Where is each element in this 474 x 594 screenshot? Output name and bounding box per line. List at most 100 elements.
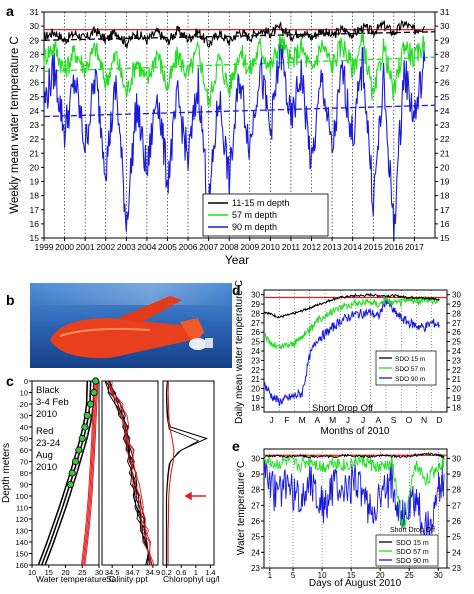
series-d bbox=[263, 292, 440, 406]
y-tick-label-right-e-0: 23 bbox=[452, 564, 461, 573]
y-tick-label-c-5: 50 bbox=[20, 435, 28, 444]
x-axis-label-c-temp: Water temperature C bbox=[36, 574, 115, 584]
x-tick-label-e-5: 25 bbox=[405, 571, 414, 580]
y-tick-label-right-a-9: 24 bbox=[440, 106, 450, 116]
x-tick-label-c-0-2: 20 bbox=[61, 568, 69, 577]
y-tick-label-c-0: 0 bbox=[24, 377, 28, 386]
y-tick-label-right-a-3: 18 bbox=[440, 191, 450, 201]
series-line-a-1 bbox=[43, 29, 426, 108]
series-a bbox=[43, 19, 426, 242]
y-tick-label-right-a-12: 27 bbox=[440, 64, 450, 74]
y-tick-label-right-a-0: 15 bbox=[440, 233, 450, 243]
temp-marker-c-4 bbox=[81, 423, 89, 431]
legend-entry-d-1: SDO 57 m bbox=[395, 366, 425, 373]
y-tick-label-left-a-8: 23 bbox=[30, 120, 40, 130]
x-tick-label-a-12: 2011 bbox=[282, 242, 301, 252]
y-tick-label-left-a-5: 20 bbox=[30, 162, 40, 172]
panel-label-c: c bbox=[6, 373, 14, 389]
y-tick-label-left-a-3: 18 bbox=[30, 191, 40, 201]
temp-profile-red-0 bbox=[84, 380, 99, 566]
y-tick-label-left-d-5: 23 bbox=[251, 356, 260, 365]
series-line-e-2 bbox=[263, 460, 445, 539]
x-axis-label-e: Days of August 2010 bbox=[309, 578, 402, 589]
y-tick-label-left-e-2: 25 bbox=[251, 533, 260, 542]
y-tick-label-left-d-0: 18 bbox=[251, 403, 260, 412]
temp-marker-c-5 bbox=[78, 434, 86, 443]
y-tick-label-right-d-2: 20 bbox=[452, 385, 461, 394]
y-tick-label-c-4: 40 bbox=[20, 423, 28, 432]
y-tick-label-left-a-16: 31 bbox=[30, 7, 40, 17]
x-tick-label-a-11: 2010 bbox=[261, 242, 280, 252]
y-tick-label-left-d-10: 28 bbox=[251, 309, 260, 318]
x-tick-label-a-16: 2015 bbox=[364, 242, 383, 252]
y-tick-label-right-e-6: 29 bbox=[452, 470, 461, 479]
y-tick-label-right-a-4: 19 bbox=[440, 177, 450, 187]
y-tick-label-left-d-9: 27 bbox=[251, 319, 260, 328]
glider-highlight bbox=[59, 327, 151, 337]
series-line-d-1 bbox=[263, 294, 440, 350]
y-tick-label-c-2: 20 bbox=[20, 400, 28, 409]
y-tick-label-left-d-4: 22 bbox=[251, 366, 260, 375]
temp-marker-c-7 bbox=[71, 457, 80, 466]
salinity-profile-6 bbox=[107, 380, 155, 566]
y-tick-label-left-a-13: 28 bbox=[30, 49, 40, 59]
y-tick-label-left-a-12: 27 bbox=[30, 64, 40, 74]
y-tick-label-left-a-7: 22 bbox=[30, 134, 40, 144]
y-tick-label-left-e-5: 28 bbox=[251, 486, 260, 495]
y-tick-label-left-a-6: 21 bbox=[30, 148, 40, 158]
legend-e: Short Drop Off SDO 15 m SDO 57 m SDO 90 … bbox=[375, 527, 439, 567]
y-tick-label-c-14: 140 bbox=[15, 538, 28, 547]
x-tick-label-c-2-0: 0.2 bbox=[161, 568, 171, 577]
x-tick-label-a-4: 2003 bbox=[117, 242, 136, 252]
temp-marker-c-3 bbox=[83, 411, 91, 420]
x-tick-label-a-9: 2008 bbox=[220, 242, 239, 252]
x-tick-label-a-13: 2012 bbox=[302, 242, 321, 252]
legend-a: 11-15 m depth 57 m depth 90 m depth bbox=[202, 193, 329, 237]
legend-entry-a-0: 11-15 m depth bbox=[232, 198, 289, 208]
y-tick-label-right-d-7: 25 bbox=[452, 338, 461, 347]
y-tick-label-left-e-0: 23 bbox=[251, 564, 260, 573]
x-tick-label-c-1-2: 34.9 bbox=[146, 568, 161, 577]
y-tick-label-left-a-9: 24 bbox=[30, 106, 40, 116]
y-axis-label-a: Weekly mean water temperature C bbox=[9, 36, 21, 213]
temp-marker-c-1 bbox=[90, 388, 98, 397]
y-tick-label-right-a-1: 16 bbox=[440, 219, 450, 229]
y-tick-label-left-d-12: 30 bbox=[251, 291, 260, 300]
glider-tip bbox=[205, 338, 213, 348]
temp-marker-c-2 bbox=[87, 400, 95, 408]
y-tick-label-c-1: 10 bbox=[20, 389, 28, 398]
x-tick-label-c-0-1: 15 bbox=[45, 568, 53, 577]
temp-profile-black-1 bbox=[44, 380, 95, 566]
y-tick-label-c-11: 110 bbox=[16, 504, 28, 513]
y-tick-label-c-3: 30 bbox=[20, 412, 28, 421]
y-tick-label-c-8: 80 bbox=[20, 469, 28, 478]
x-tick-label-a-0: 1999 bbox=[35, 242, 54, 252]
y-tick-label-c-13: 130 bbox=[15, 527, 28, 536]
x-axis-label-a: Year bbox=[225, 253, 249, 267]
annotation-black-1: 3-4 Feb bbox=[36, 397, 69, 408]
y-tick-label-c-16: 160 bbox=[15, 561, 28, 570]
series-line-d-0 bbox=[263, 292, 440, 319]
y-tick-label-right-e-3: 26 bbox=[452, 517, 461, 526]
y-tick-label-left-a-2: 17 bbox=[30, 205, 40, 215]
x-tick-label-a-6: 2005 bbox=[158, 242, 177, 252]
y-tick-label-left-d-3: 21 bbox=[251, 375, 260, 384]
y-tick-label-left-d-8: 26 bbox=[251, 328, 260, 337]
x-tick-label-d-5: J bbox=[346, 415, 350, 425]
x-tick-label-a-7: 2006 bbox=[179, 242, 198, 252]
legend-box-a bbox=[202, 193, 329, 237]
salinity-profile-8 bbox=[107, 380, 151, 566]
y-tick-label-left-e-6: 29 bbox=[251, 470, 260, 479]
y-tick-label-right-d-10: 28 bbox=[452, 309, 461, 318]
x-tick-label-d-0: J bbox=[270, 415, 274, 425]
y-tick-label-right-d-5: 23 bbox=[452, 356, 461, 365]
panel-label-a: a bbox=[6, 3, 14, 19]
x-tick-label-a-3: 2002 bbox=[96, 242, 115, 252]
y-tick-label-right-a-15: 30 bbox=[440, 21, 450, 31]
y-tick-label-right-a-13: 28 bbox=[440, 49, 450, 59]
y-tick-label-right-a-2: 17 bbox=[440, 205, 450, 215]
x-tick-label-d-7: A bbox=[376, 415, 382, 425]
x-tick-label-a-5: 2004 bbox=[137, 242, 156, 252]
